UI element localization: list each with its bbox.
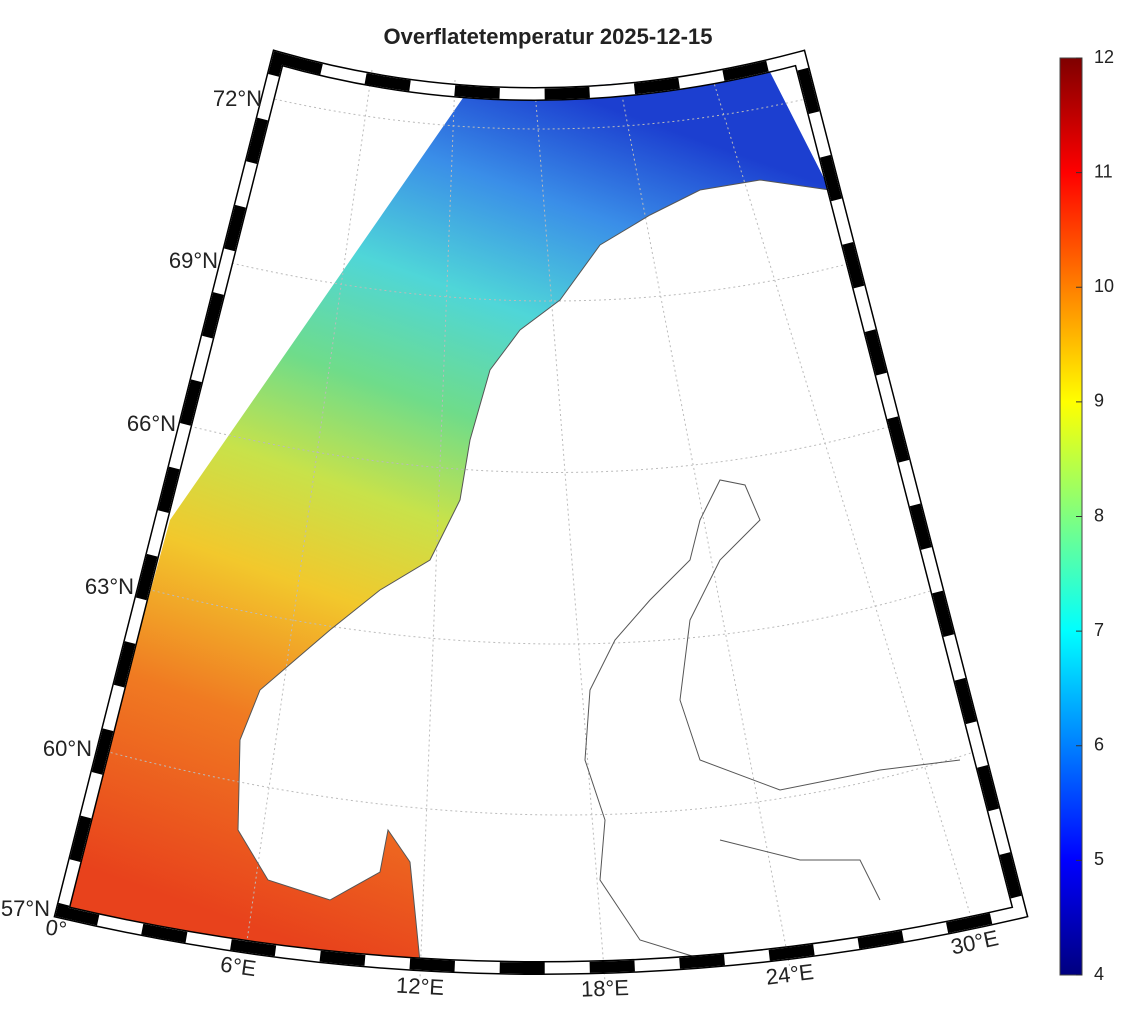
longitude-label: 6°E [219,951,258,981]
latitude-label: 57°N [1,896,50,921]
colorbar-tick-label: 10 [1094,276,1114,296]
colorbar-tick-label: 8 [1094,505,1104,525]
coastline [237,179,961,963]
colorbar-tick-label: 7 [1094,620,1104,640]
latitude-label: 66°N [127,411,176,436]
longitude-label: 18°E [581,975,630,1002]
colorbar-tick-label: 6 [1094,735,1104,755]
graticule [100,69,981,983]
colorbar-tick-label: 9 [1094,391,1104,411]
sea-surface-temperature [62,72,830,962]
map-frame [53,49,1029,975]
latitude-label: 63°N [85,574,134,599]
latitude-label: 69°N [169,248,218,273]
longitude-label: 24°E [764,959,815,990]
longitude-label: 0° [44,914,68,942]
colorbar-tick-label: 5 [1094,849,1104,869]
colorbar-tick-label: 4 [1094,964,1104,984]
longitude-label: 12°E [395,973,444,1000]
map-title: Overflatetemperatur 2025-12-15 [384,24,713,49]
latitude-label: 72°N [213,86,262,111]
latitude-label: 60°N [43,736,92,761]
colorbar-tick-label: 12 [1094,47,1114,67]
colorbar-tick-label: 11 [1094,161,1113,181]
